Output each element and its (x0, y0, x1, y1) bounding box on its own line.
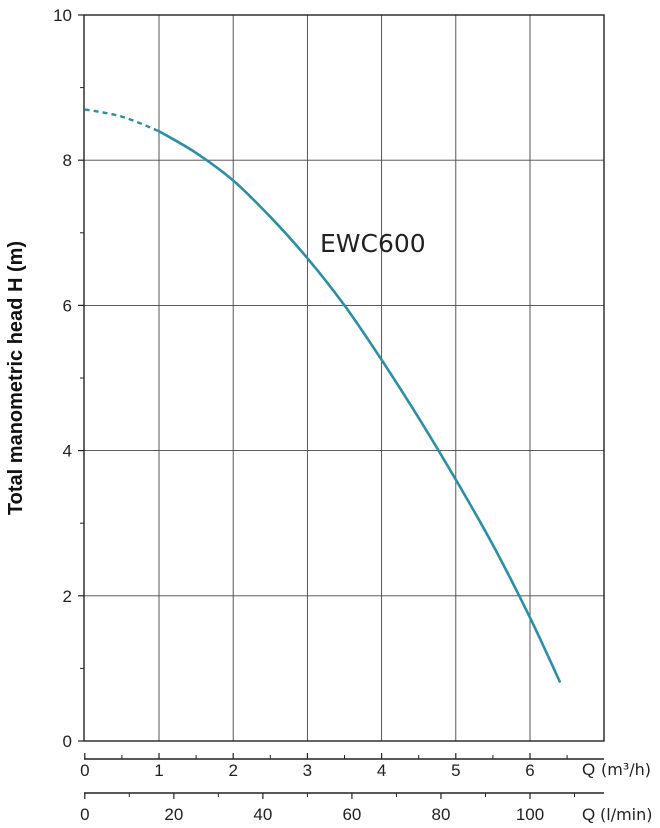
y-axis: 0 2 4 6 8 10 (53, 6, 84, 751)
x-axis-m3h: 0 1 2 3 4 5 6 (80, 753, 604, 780)
series-line-dashed-0 (84, 108, 160, 133)
x2-tick-label-4: 80 (431, 805, 450, 824)
x-tick-label-1: 1 (154, 761, 163, 780)
x2-tick-label-1: 20 (164, 805, 183, 824)
x-tick-label-0: 0 (80, 761, 89, 780)
x-axis-unit: (m³/h) (601, 760, 651, 779)
x2-axis-unit: (l/min) (600, 805, 653, 824)
series-label: EWC600 (320, 229, 426, 258)
series-line-0 (157, 129, 561, 683)
x2-tick-label-5: 100 (516, 805, 544, 824)
x2-tick-label-0: 0 (80, 805, 89, 824)
x-tick-label-2: 2 (228, 761, 237, 780)
y-tick-label-1: 2 (63, 587, 72, 606)
x-tick-label-3: 3 (303, 761, 312, 780)
x-tick-label-4: 4 (377, 761, 386, 780)
y-tick-label-0: 0 (63, 732, 72, 751)
plot-frame (83, 14, 605, 742)
x-tick-label-5: 5 (451, 761, 460, 780)
x-tick-label-6: 6 (525, 761, 534, 780)
x-axis-label: Q (582, 760, 595, 779)
y-tick-label-5: 10 (53, 6, 72, 25)
x2-tick-label-3: 60 (342, 805, 361, 824)
y-tick-label-4: 8 (63, 151, 72, 170)
x-axis-lmin: 0 20 40 60 80 100 (80, 792, 604, 824)
y-tick-label-3: 6 (63, 296, 72, 315)
x2-axis-label: Q (582, 805, 595, 824)
x2-tick-label-2: 40 (253, 805, 272, 824)
y-tick-label-2: 4 (63, 442, 72, 461)
series-group (84, 108, 561, 683)
y-axis-label: Total manometric head H (m) (5, 241, 27, 515)
grid (84, 15, 604, 741)
